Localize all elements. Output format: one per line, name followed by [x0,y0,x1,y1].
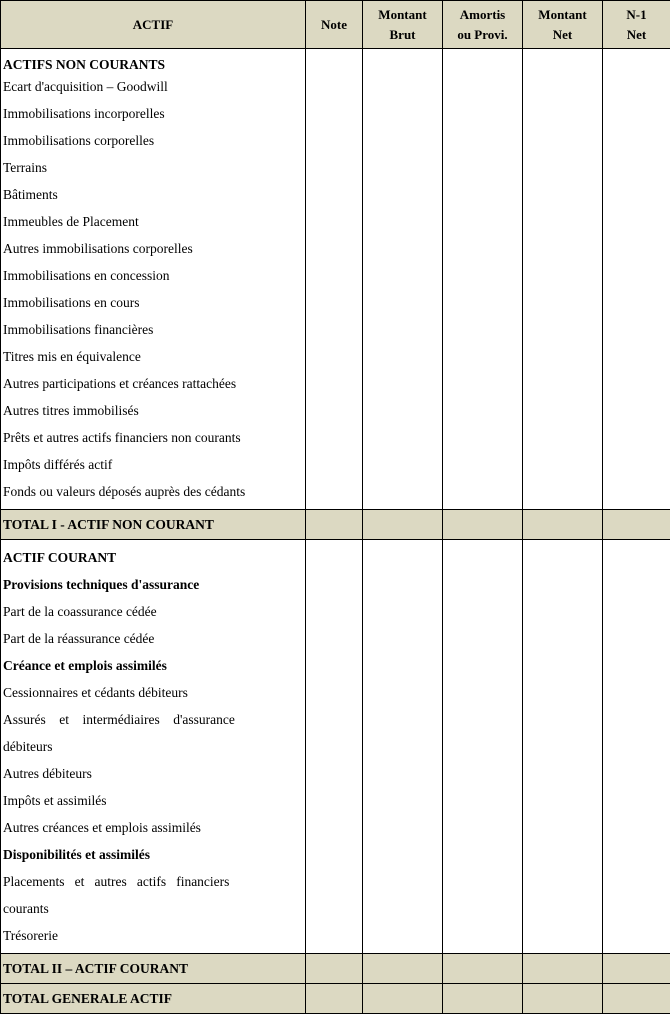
header-montant-net-l2: Net [553,27,573,42]
row-label: Titres mis en équivalence [3,343,303,370]
row-label: Autres débiteurs [3,760,303,787]
total3-brut [363,984,443,1014]
row-label: Bâtiments [3,181,303,208]
row-label: Placements et autres actifs financiers [3,868,303,895]
total1-note [306,510,363,540]
section2-n1 [603,540,670,954]
row-label: Immobilisations financières [3,316,303,343]
header-n1-net-l1: N-1 [626,7,646,22]
section1-amort [443,49,523,510]
section1-row: ACTIFS NON COURANTSEcart d'acquisition –… [1,49,670,510]
header-amortis: Amortis ou Provi. [443,1,523,49]
row-label: Immobilisations corporelles [3,127,303,154]
total3-label: TOTAL GENERALE ACTIF [1,984,306,1014]
total2-note [306,954,363,984]
section1-note [306,49,363,510]
row-label: courants [3,895,303,922]
row-label: Provisions techniques d'assurance [3,571,303,598]
header-montant-brut: Montant Brut [363,1,443,49]
row-label: ACTIFS NON COURANTS [3,53,303,73]
section2-note [306,540,363,954]
header-montant-brut-l1: Montant [378,7,426,22]
section2-amort [443,540,523,954]
row-label: Disponibilités et assimilés [3,841,303,868]
header-montant-net-l1: Montant [538,7,586,22]
total2-row: TOTAL II – ACTIF COURANT [1,954,670,984]
header-amortis-l2: ou Provi. [457,27,507,42]
balance-sheet-table: ACTIF Note Montant Brut Amortis ou Provi… [0,0,670,1014]
row-label: Autres immobilisations corporelles [3,235,303,262]
total3-net [523,984,603,1014]
total2-label: TOTAL II – ACTIF COURANT [1,954,306,984]
row-label: Autres créances et emplois assimilés [3,814,303,841]
section2-brut [363,540,443,954]
row-label: Immobilisations en cours [3,289,303,316]
row-label: Prêts et autres actifs financiers non co… [3,424,303,451]
total3-n1 [603,984,670,1014]
row-label: Part de la réassurance cédée [3,625,303,652]
row-label: Impôts différés actif [3,451,303,478]
row-label: débiteurs [3,733,303,760]
total1-amort [443,510,523,540]
row-label: Autres titres immobilisés [3,397,303,424]
total1-net [523,510,603,540]
total3-row: TOTAL GENERALE ACTIF [1,984,670,1014]
section2-row: ACTIF COURANTProvisions techniques d'ass… [1,540,670,954]
row-label: Terrains [3,154,303,181]
header-n1-net-l2: Net [627,27,647,42]
header-note: Note [306,1,363,49]
row-label: Impôts et assimilés [3,787,303,814]
row-label: Fonds ou valeurs déposés auprès des céda… [3,478,303,505]
total2-amort [443,954,523,984]
section1-n1 [603,49,670,510]
header-n1-net: N-1 Net [603,1,670,49]
balance-sheet-page: ACTIF Note Montant Brut Amortis ou Provi… [0,0,670,1014]
row-label: Trésorerie [3,922,303,949]
total1-row: TOTAL I - ACTIF NON COURANT [1,510,670,540]
section1-net [523,49,603,510]
total2-net [523,954,603,984]
total3-amort [443,984,523,1014]
total2-n1 [603,954,670,984]
row-label: Cessionnaires et cédants débiteurs [3,679,303,706]
row-label: Assurés et intermédiaires d'assurance [3,706,303,733]
total3-note [306,984,363,1014]
total1-label: TOTAL I - ACTIF NON COURANT [1,510,306,540]
row-label: Autres participations et créances rattac… [3,370,303,397]
row-label: Créance et emplois assimilés [3,652,303,679]
row-label: Ecart d'acquisition – Goodwill [3,73,303,100]
total1-n1 [603,510,670,540]
row-label: Immobilisations incorporelles [3,100,303,127]
row-label: ACTIF COURANT [3,544,303,571]
row-label: Immeubles de Placement [3,208,303,235]
section1-labels: ACTIFS NON COURANTSEcart d'acquisition –… [1,49,306,510]
section2-labels: ACTIF COURANTProvisions techniques d'ass… [1,540,306,954]
header-montant-net: Montant Net [523,1,603,49]
header-row: ACTIF Note Montant Brut Amortis ou Provi… [1,1,670,49]
section1-brut [363,49,443,510]
total2-brut [363,954,443,984]
row-label: Immobilisations en concession [3,262,303,289]
header-montant-brut-l2: Brut [390,27,416,42]
row-label: Part de la coassurance cédée [3,598,303,625]
header-actif: ACTIF [1,1,306,49]
header-amortis-l1: Amortis [460,7,506,22]
section2-net [523,540,603,954]
total1-brut [363,510,443,540]
